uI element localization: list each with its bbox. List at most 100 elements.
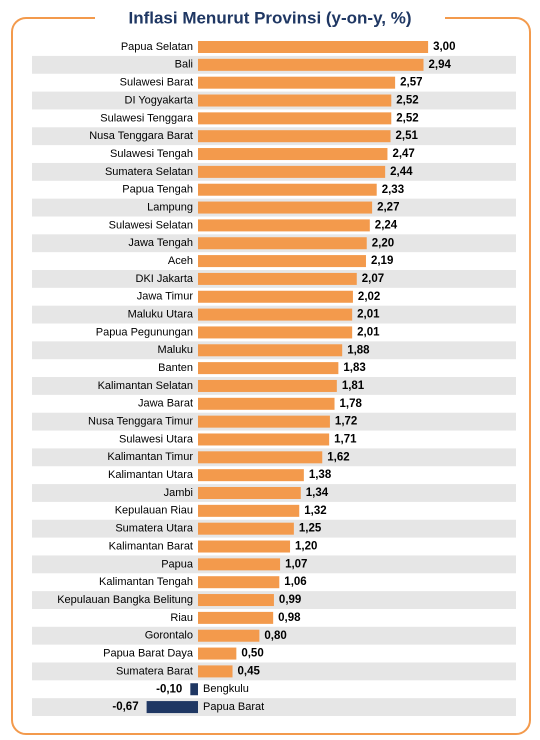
value-label: 1,38 — [309, 469, 332, 481]
category-label: Bengkulu — [203, 683, 249, 695]
value-label: 1,07 — [285, 558, 307, 570]
category-label: Sumatera Selatan — [105, 166, 193, 178]
row-stripe — [32, 591, 516, 609]
category-label: Kepulauan Bangka Belitung — [57, 594, 193, 606]
bar — [198, 130, 391, 143]
chart-title: Inflasi Menurut Provinsi (y-on-y, %) — [128, 8, 411, 27]
bar — [198, 594, 274, 607]
category-label: Kalimantan Barat — [109, 540, 193, 552]
bar — [198, 487, 301, 499]
bar — [198, 41, 429, 53]
value-label: 1,34 — [306, 487, 329, 499]
value-label: 1,32 — [304, 505, 326, 517]
bar — [146, 701, 198, 714]
bar — [198, 415, 330, 428]
value-label: 1,83 — [343, 362, 365, 374]
bar — [198, 112, 392, 125]
category-label: Papua Pegunungan — [96, 326, 193, 338]
bar — [198, 308, 353, 321]
category-label: Nusa Tenggara Timur — [88, 416, 193, 428]
category-label: Kalimantan Timur — [107, 451, 193, 463]
bar — [198, 237, 367, 250]
bar — [198, 504, 300, 517]
category-label: Papua Selatan — [121, 41, 193, 53]
value-label: -0,67 — [112, 701, 138, 713]
bar — [198, 290, 353, 303]
category-label: DI Yogyakarta — [125, 94, 194, 106]
value-label: 0,50 — [241, 648, 263, 660]
category-label: Kalimantan Selatan — [98, 380, 193, 392]
category-label: Aceh — [168, 255, 193, 267]
category-label: Sumatera Barat — [116, 665, 193, 677]
bar — [198, 326, 353, 339]
bar — [198, 148, 388, 161]
bar — [198, 94, 392, 107]
category-label: Kalimantan Utara — [108, 469, 194, 481]
bar — [198, 272, 357, 285]
value-label: 2,57 — [400, 77, 422, 89]
bar — [198, 469, 304, 482]
value-label: 2,94 — [428, 59, 451, 71]
category-label: DKI Jakarta — [136, 273, 194, 285]
category-label: Sumatera Utara — [115, 523, 194, 535]
value-label: 2,20 — [372, 237, 394, 249]
bar — [198, 379, 337, 392]
category-label: Sulawesi Tengah — [110, 148, 193, 160]
bar — [198, 647, 237, 660]
category-label: Papua — [161, 558, 194, 570]
value-label: 2,51 — [396, 130, 419, 142]
value-label: 0,99 — [279, 594, 301, 606]
category-label: Jawa Timur — [137, 291, 194, 303]
bar — [198, 165, 386, 178]
value-label: 2,44 — [390, 166, 413, 178]
bar — [198, 665, 233, 678]
value-label: 1,81 — [342, 380, 365, 392]
bar — [198, 201, 373, 214]
value-label: 2,47 — [392, 148, 414, 160]
value-label: 0,98 — [278, 612, 301, 624]
bar — [198, 219, 370, 232]
value-label: 1,78 — [340, 398, 363, 410]
title-background — [95, 6, 445, 32]
bar — [198, 255, 366, 268]
category-label: Sulawesi Barat — [120, 77, 193, 89]
bar — [190, 683, 198, 696]
category-label: Sulawesi Selatan — [109, 219, 193, 231]
row-stripe — [32, 626, 516, 645]
value-label: 2,33 — [382, 184, 404, 196]
category-label: Lampung — [147, 201, 193, 213]
bar — [198, 183, 377, 196]
category-label: Sulawesi Tenggara — [100, 112, 194, 124]
category-label: Kepulauan Riau — [115, 505, 193, 517]
frame — [11, 17, 531, 735]
category-label: Papua Barat Daya — [103, 647, 194, 659]
value-label: 0,80 — [264, 630, 286, 642]
value-label: -0,10 — [156, 683, 182, 695]
category-label: Sulawesi Utara — [119, 433, 194, 445]
value-label: 2,52 — [396, 112, 418, 124]
category-label: Gorontalo — [145, 630, 193, 642]
category-label: Nusa Tenggara Barat — [89, 130, 193, 142]
value-label: 1,72 — [335, 416, 357, 428]
value-label: 2,52 — [396, 95, 418, 107]
bar — [198, 76, 396, 89]
value-label: 2,07 — [362, 273, 384, 285]
bar — [198, 58, 424, 71]
row-stripe — [32, 662, 516, 681]
value-label: 2,27 — [377, 202, 399, 214]
bar — [198, 397, 335, 410]
bar — [198, 362, 339, 375]
category-label: Maluku Utara — [128, 309, 194, 321]
value-label: 3,00 — [433, 41, 455, 53]
category-label: Papua Tengah — [122, 184, 193, 196]
bar — [198, 344, 343, 357]
bar — [198, 629, 260, 642]
value-label: 1,20 — [295, 541, 317, 553]
value-label: 1,71 — [334, 434, 357, 446]
bar — [198, 522, 294, 535]
value-label: 1,25 — [299, 523, 322, 535]
category-label: Jawa Tengah — [128, 237, 193, 249]
category-label: Jambi — [164, 487, 193, 499]
